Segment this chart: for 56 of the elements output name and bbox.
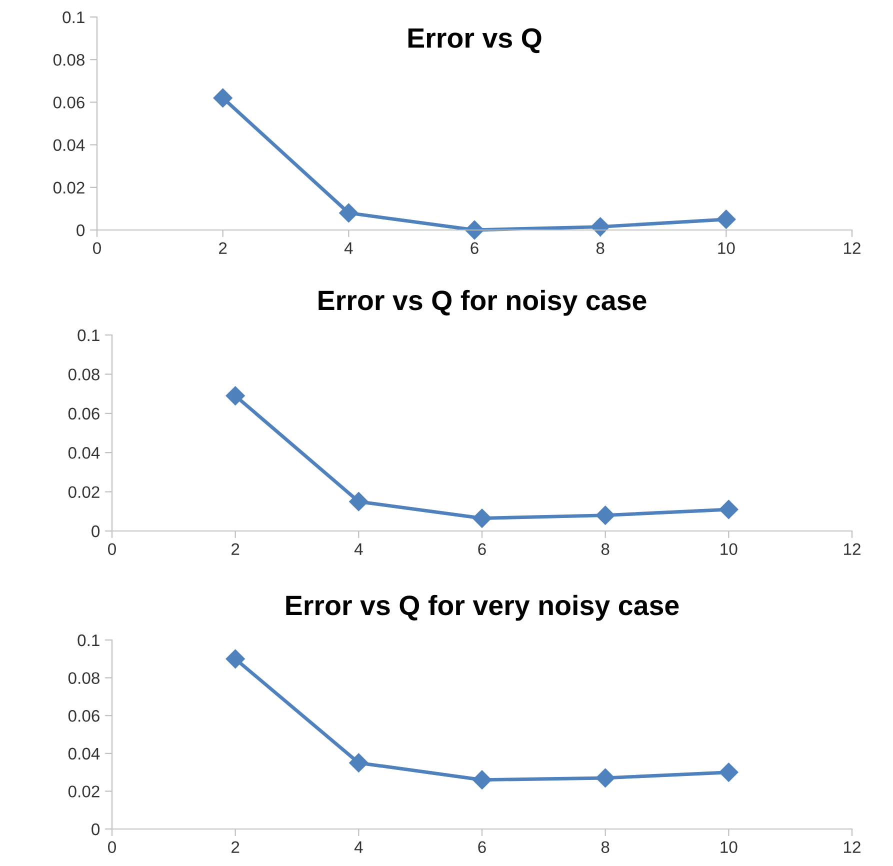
y-tick-label: 0.1 bbox=[78, 634, 100, 646]
y-tick-label: 0.08 bbox=[53, 54, 84, 66]
point bbox=[590, 217, 610, 236]
y-tick-label: 0.04 bbox=[68, 748, 100, 760]
point bbox=[464, 220, 484, 240]
x-tick-label: 2 bbox=[232, 841, 240, 853]
x-tick-label: 10 bbox=[718, 242, 735, 254]
x-tick-label: 8 bbox=[601, 543, 610, 556]
x-tick-label: 12 bbox=[844, 242, 860, 254]
point bbox=[213, 88, 232, 108]
x-tick-label: 0 bbox=[108, 841, 116, 854]
y-tick-label: 0.02 bbox=[68, 486, 100, 498]
y-tick-label: 0.08 bbox=[68, 368, 100, 380]
y-tick-label: 0.02 bbox=[68, 786, 100, 798]
x-tick-label: 10 bbox=[720, 841, 738, 854]
y-tick-label: 0 bbox=[92, 525, 100, 538]
point bbox=[472, 508, 492, 528]
x-tick-label: 6 bbox=[478, 543, 486, 556]
point bbox=[226, 386, 245, 406]
x-tick-label: 0 bbox=[108, 543, 116, 556]
x-tick-label: 6 bbox=[478, 841, 486, 854]
x-tick-label: 6 bbox=[470, 242, 478, 254]
x-tick-label: 2 bbox=[219, 242, 227, 254]
point bbox=[719, 500, 738, 519]
y-tick-label: 0.06 bbox=[53, 96, 84, 108]
chart-title: Error vs Q for very noisy case bbox=[286, 594, 679, 621]
y-tick-label: 0.1 bbox=[78, 329, 100, 342]
x-tick-label: 2 bbox=[232, 543, 240, 555]
point bbox=[349, 753, 368, 772]
x-tick-label: 12 bbox=[844, 841, 860, 853]
x-tick-label: 4 bbox=[354, 543, 363, 555]
y-tick-label: 0 bbox=[92, 823, 100, 836]
point bbox=[596, 768, 615, 788]
y-tick-label: 0.04 bbox=[53, 139, 85, 152]
point bbox=[339, 203, 358, 222]
x-tick-label: 12 bbox=[844, 543, 860, 555]
point bbox=[716, 210, 736, 229]
y-tick-label: 0.06 bbox=[68, 710, 100, 722]
x-tick-label: 10 bbox=[720, 543, 738, 556]
y-tick-label: 0.08 bbox=[68, 672, 100, 684]
chart-title: Error vs Q bbox=[408, 28, 542, 54]
y-tick-label: 0.06 bbox=[68, 408, 100, 420]
point bbox=[472, 770, 492, 790]
x-tick-label: 4 bbox=[354, 841, 363, 853]
point bbox=[349, 492, 368, 512]
y-tick-label: 0.1 bbox=[62, 11, 84, 24]
y-tick-label: 0.02 bbox=[53, 182, 84, 194]
point bbox=[596, 506, 615, 525]
y-tick-label: 0 bbox=[76, 224, 85, 236]
chart-title: Error vs Q for noisy case bbox=[318, 290, 646, 316]
point bbox=[226, 649, 245, 668]
y-tick-label: 0.04 bbox=[68, 447, 100, 459]
x-tick-label: 4 bbox=[344, 242, 353, 254]
point bbox=[719, 762, 738, 782]
x-tick-label: 8 bbox=[601, 841, 610, 854]
x-tick-label: 8 bbox=[596, 242, 604, 254]
